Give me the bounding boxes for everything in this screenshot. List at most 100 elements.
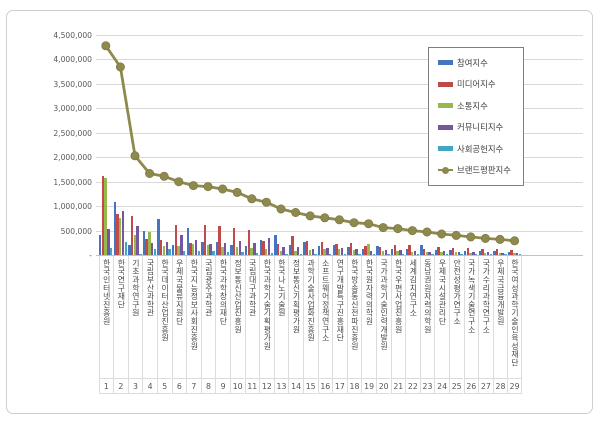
bar-참여지수 xyxy=(478,250,481,255)
gridline xyxy=(96,35,583,36)
bar-커뮤니티지수 xyxy=(296,247,300,255)
x-axis-category-number: 2 xyxy=(113,378,128,394)
bar-커뮤니티지수 xyxy=(150,243,154,255)
legend-item-1: 참여지수 xyxy=(438,57,519,69)
bar-사회공헌지수 xyxy=(241,252,244,255)
bar-커뮤니티지수 xyxy=(413,250,417,255)
legend-label: 브랜드평판지수 xyxy=(457,165,511,176)
category-text: 국립대구과학관 xyxy=(248,259,258,318)
x-axis-category-number: 9 xyxy=(215,378,230,394)
bar-커뮤니티지수 xyxy=(501,252,504,255)
gridline xyxy=(96,206,583,208)
bar-참여지수 xyxy=(449,250,452,255)
bar-사회공헌지수 xyxy=(226,251,230,255)
bar-소통지수 xyxy=(367,244,370,255)
x-axis-category-number: 12 xyxy=(259,378,274,394)
bar-소통지수 xyxy=(338,249,341,255)
legend-label: 미디어지수 xyxy=(457,79,496,90)
bar-소통지수 xyxy=(484,252,487,255)
y-axis-tick-label: 4,500,000 xyxy=(53,31,92,40)
bar-미디어지수 xyxy=(160,240,163,255)
bar-소통지수 xyxy=(279,250,283,255)
y-axis-tick-label: 3,000,000 xyxy=(53,104,92,114)
bar-사회공헌지수 xyxy=(358,253,361,255)
x-axis-category-label: 한국연구재단 xyxy=(113,256,128,378)
bar-커뮤니티지수 xyxy=(399,250,402,255)
x-axis-category-label: 국립대구과학관 xyxy=(244,256,260,378)
bar-소통지수 xyxy=(498,252,502,255)
legend-label: 참여지수 xyxy=(457,57,488,68)
bar-참여지수 xyxy=(361,248,365,255)
bar-미디어지수 xyxy=(379,247,382,255)
x-axis-category-number: 10 xyxy=(229,378,245,394)
bar-미디어지수 xyxy=(452,247,455,255)
x-axis-category-label: 과학기술사업화진흥원 xyxy=(302,256,318,378)
x-axis-category-number: 20 xyxy=(375,378,391,394)
bar-소통지수 xyxy=(162,246,166,255)
bar-참여지수 xyxy=(230,244,233,255)
x-axis-category-number: 23 xyxy=(419,378,435,394)
bar-사회공헌지수 xyxy=(372,254,376,255)
legend-bar-swatch-icon xyxy=(438,146,453,152)
category-text: 한국여성과학기술인육성재단 xyxy=(510,259,520,367)
x-axis-category-label: 소프트웨어정책연구소 xyxy=(317,256,333,378)
x-axis-category-number: 15 xyxy=(302,378,318,394)
y-axis-tick-label: 3,500,000 xyxy=(53,79,92,89)
bar-사회공헌지수 xyxy=(153,248,157,255)
x-axis-category-number: 19 xyxy=(361,378,376,394)
legend-item-6: 브랜드평판지수 xyxy=(438,164,519,176)
bar-커뮤니티지수 xyxy=(267,238,271,255)
x-axis-category-label: 안전성평가연구소 xyxy=(448,256,464,378)
bar-사회공헌지수 xyxy=(109,248,113,255)
bar-커뮤니티지수 xyxy=(209,244,212,255)
category-text: 한국나노기술원 xyxy=(277,259,287,318)
bar-커뮤니티지수 xyxy=(223,242,227,255)
bar-소통지수 xyxy=(177,245,180,255)
x-axis-category-label: 국립광주과학관 xyxy=(200,256,216,378)
bar-커뮤니티지수 xyxy=(384,249,387,255)
x-axis-category-number: 28 xyxy=(492,378,508,394)
bar-소통지수 xyxy=(381,250,385,255)
legend-line-marker-icon xyxy=(442,166,449,174)
bar-커뮤니티지수 xyxy=(282,246,285,255)
bar-미디어지수 xyxy=(306,241,309,255)
bar-소통지수 xyxy=(425,252,429,255)
x-axis-category-number: 14 xyxy=(288,378,303,394)
x-axis-category-number: 22 xyxy=(405,378,420,394)
bar-참여지수 xyxy=(463,250,467,255)
x-axis-category-label: 정보통신산업진흥원 xyxy=(229,256,245,378)
y-axis-tick-label: 2,000,000 xyxy=(53,153,92,163)
bar-사회공헌지수 xyxy=(270,253,273,255)
bar-커뮤니티지수 xyxy=(194,239,198,255)
category-text: 한국인터넷진흥원 xyxy=(102,259,112,326)
category-text: 한국우편사업진흥원 xyxy=(394,259,404,334)
category-text: 세계김치연구소 xyxy=(408,259,418,318)
y-axis-tick-label: 1,500,000 xyxy=(53,177,92,187)
legend-bar-swatch-icon xyxy=(438,103,453,109)
x-axis-category-number: 5 xyxy=(156,378,172,394)
bar-소통지수 xyxy=(192,244,195,255)
x-axis-category-label: 연구개발특구진흥재단 xyxy=(332,256,347,378)
legend-label: 소통지수 xyxy=(457,100,488,111)
bar-미디어지수 xyxy=(335,243,338,255)
bar-참여지수 xyxy=(274,234,277,255)
x-axis-category-label: 우체국금융개발원 xyxy=(492,256,508,378)
category-text: 정보통신산업진흥원 xyxy=(233,259,243,334)
y-axis-tick-label: 1,000,000 xyxy=(53,202,92,212)
bar-소통지수 xyxy=(206,244,210,255)
bar-참여지수 xyxy=(244,246,248,255)
bar-소통지수 xyxy=(396,251,399,255)
bar-사회공헌지수 xyxy=(474,254,478,255)
bar-소통지수 xyxy=(411,251,414,255)
y-axis-tick-label: 2,500,000 xyxy=(53,128,92,138)
x-axis-category-number: 16 xyxy=(317,378,333,394)
category-text: 한국방송통신전파진흥원 xyxy=(350,259,360,351)
bar-커뮤니티지수 xyxy=(326,247,329,255)
bar-참여지수 xyxy=(493,251,496,255)
category-text: 한국데이터산업진흥원 xyxy=(160,259,170,342)
x-axis-category-number: 18 xyxy=(346,378,362,394)
bar-사회공헌지수 xyxy=(299,253,303,255)
bar-커뮤니티지수 xyxy=(428,251,431,255)
bar-커뮤니티지수 xyxy=(311,248,314,255)
legend-label: 커뮤니티지수 xyxy=(457,122,504,133)
